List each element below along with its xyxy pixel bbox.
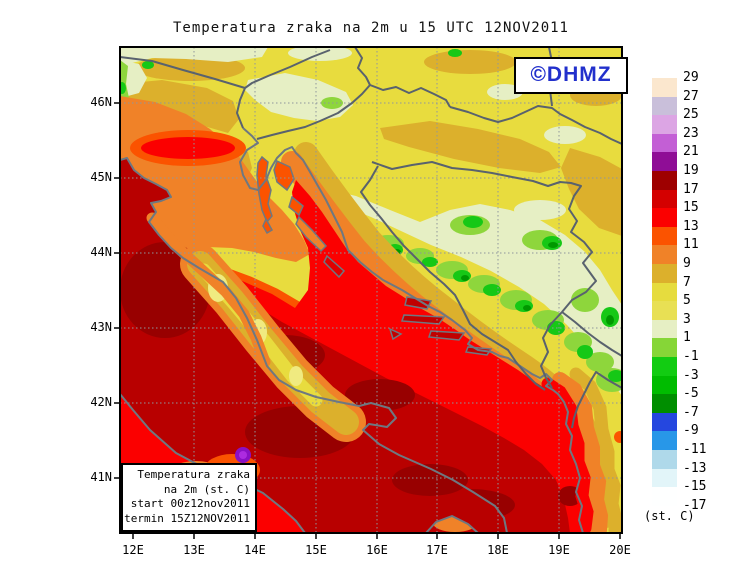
colorbar-cell — [652, 450, 677, 470]
colorbar-cell — [652, 468, 677, 488]
latitude-label: 41N — [90, 470, 112, 484]
colorbar-level-label: 17 — [683, 181, 699, 197]
colorbar-level-label: -5 — [683, 386, 699, 402]
colorbar-level-label: 19 — [683, 163, 699, 178]
colorbar-level-label: 3 — [683, 311, 691, 327]
longitude-label: 13E — [183, 543, 205, 557]
latitude-label: 43N — [90, 320, 112, 334]
longitude-label: 16E — [366, 543, 388, 557]
colorbar-cell — [652, 115, 677, 135]
colorbar-level-label: 13 — [683, 218, 699, 234]
map-frame — [119, 46, 623, 534]
colorbar-cell — [652, 171, 677, 191]
latitude-label: 42N — [90, 395, 112, 409]
longitude-label: 19E — [548, 543, 570, 557]
colorbar-level-label: -13 — [683, 460, 707, 476]
legend-line: na 2m (st. C) — [163, 482, 250, 496]
colorbar-level-label: -7 — [683, 404, 699, 420]
colorbar-cell — [652, 78, 677, 98]
legend-line: termin 15Z12NOV2011 — [124, 511, 250, 525]
longitude-label: 12E — [122, 543, 144, 557]
latitude-label: 46N — [90, 95, 112, 109]
colorbar-cell — [652, 189, 677, 209]
longitude-label: 14E — [244, 543, 266, 557]
southeast-coast-bands — [541, 367, 622, 533]
colorbar-level-label: -11 — [683, 442, 707, 457]
adriatic-islands — [256, 155, 493, 356]
legend-line: Temperatura zraka — [137, 468, 250, 481]
colorbar-cell — [652, 301, 677, 321]
colorbar-level-label: 25 — [683, 107, 699, 123]
page-title: Temperatura zraka na 2m u 15 UTC 12NOV20… — [172, 20, 569, 36]
longitude-label: 17E — [426, 543, 448, 557]
colorbar-cell — [652, 375, 677, 395]
legend-line: start 00z12nov2011 — [130, 497, 250, 510]
colorbar-cell — [652, 226, 677, 246]
longitude-label: 15E — [305, 543, 327, 557]
colorbar-cell — [652, 133, 677, 153]
colorbar-level-label: 9 — [683, 256, 691, 271]
colorbar-cell — [652, 319, 677, 339]
latitude-label: 45N — [90, 170, 112, 184]
colorbar-level-label: 11 — [683, 237, 699, 253]
colorbar-level-label: 29 — [683, 70, 699, 85]
colorbar-level-label: -15 — [683, 479, 707, 495]
longitude-label: 20E — [609, 543, 631, 557]
colorbar-level-label: 15 — [683, 200, 699, 216]
country-border-paths — [120, 47, 622, 429]
colorbar-cell — [652, 152, 677, 172]
colorbar-unit-label: (st. C) — [644, 509, 695, 523]
colorbar-cell — [652, 245, 677, 265]
colorbar-level-label: 1 — [683, 330, 691, 346]
dhmz-logo: ©DHMZ — [514, 57, 628, 94]
north-adriatic-red-blob — [141, 137, 235, 159]
latitude-label: 44N — [90, 245, 112, 259]
colorbar-cell — [652, 282, 677, 302]
colorbar-cell — [652, 96, 677, 116]
legend-box: Temperatura zraka na 2m (st. C) start 00… — [121, 463, 257, 532]
colorbar-level-label: -1 — [683, 349, 699, 364]
colorbar-level-label: 21 — [683, 144, 699, 160]
colorbar-level-label: 7 — [683, 274, 691, 290]
colorbar-cell — [652, 338, 677, 358]
longitude-label: 18E — [487, 543, 509, 557]
colorbar-cell — [652, 208, 677, 228]
graticule-grid — [120, 47, 622, 533]
colorbar-cell — [652, 264, 677, 284]
colorbar-cell — [652, 431, 677, 451]
colorbar-level-label: 27 — [683, 88, 699, 104]
colorbar-cell — [652, 394, 677, 414]
colorbar-level-label: -3 — [683, 367, 699, 383]
axis-ticks — [114, 102, 621, 539]
colorbar-cell — [652, 357, 677, 377]
colorbar-level-label: -9 — [683, 423, 699, 439]
colorbar-level-label: 5 — [683, 293, 691, 309]
colorbar-cell — [652, 487, 677, 507]
colorbar-cell — [652, 412, 677, 432]
dhmz-logo-text: ©DHMZ — [530, 63, 612, 86]
colorbar-level-label: -17 — [683, 497, 707, 513]
colorbar-level-label: 23 — [683, 125, 699, 141]
